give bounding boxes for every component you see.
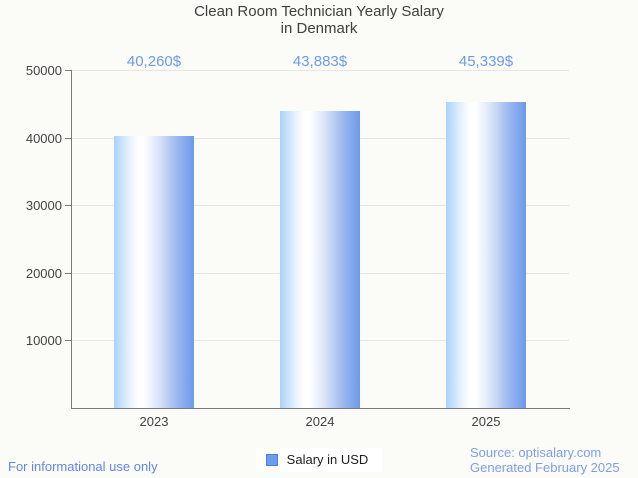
xtick-label-2025: 2025 <box>471 414 501 429</box>
chart-title: Clean Room Technician Yearly Salary in D… <box>0 3 638 37</box>
ytick-label-20000: 20000 <box>25 265 62 281</box>
value-label-2025: 45,339$ <box>458 53 514 70</box>
y-axis-line <box>71 70 72 408</box>
generated-line: Generated February 2025 <box>470 460 620 475</box>
value-label-2024: 43,883$ <box>292 53 348 70</box>
bar-2023 <box>114 135 194 408</box>
ytick-label-40000: 40000 <box>25 130 62 146</box>
xtick-label-2023: 2023 <box>139 414 169 429</box>
gridline-50000 <box>71 70 569 71</box>
chart-title-line2: in Denmark <box>280 20 358 37</box>
legend-entry: Salary in USD <box>255 448 383 472</box>
ytick-label-10000: 10000 <box>25 333 62 349</box>
chart-legend: Salary in USD <box>0 448 638 472</box>
value-label-2023: 40,260$ <box>126 53 182 70</box>
legend-swatch-icon <box>265 453 278 466</box>
ytick-mark-10000 <box>65 340 71 342</box>
legend-label: Salary in USD <box>286 452 369 467</box>
informational-note: For informational use only <box>8 459 158 474</box>
ytick-label-50000: 50000 <box>25 63 62 78</box>
bar-2025 <box>446 101 526 408</box>
ytick-mark-40000 <box>65 137 71 139</box>
x-axis-line <box>71 408 570 409</box>
source-line: Source: optisalary.com <box>470 445 602 460</box>
xtick-label-2024: 2024 <box>305 414 335 429</box>
ytick-mark-20000 <box>65 272 71 274</box>
ytick-mark-30000 <box>65 205 71 207</box>
source-attribution: Source: optisalary.com Generated Februar… <box>470 445 620 475</box>
bar-2024 <box>280 111 360 408</box>
ytick-mark-50000 <box>65 70 71 71</box>
ytick-label-30000: 30000 <box>25 198 62 214</box>
chart-title-line1: Clean Room Technician Yearly Salary <box>194 3 444 20</box>
